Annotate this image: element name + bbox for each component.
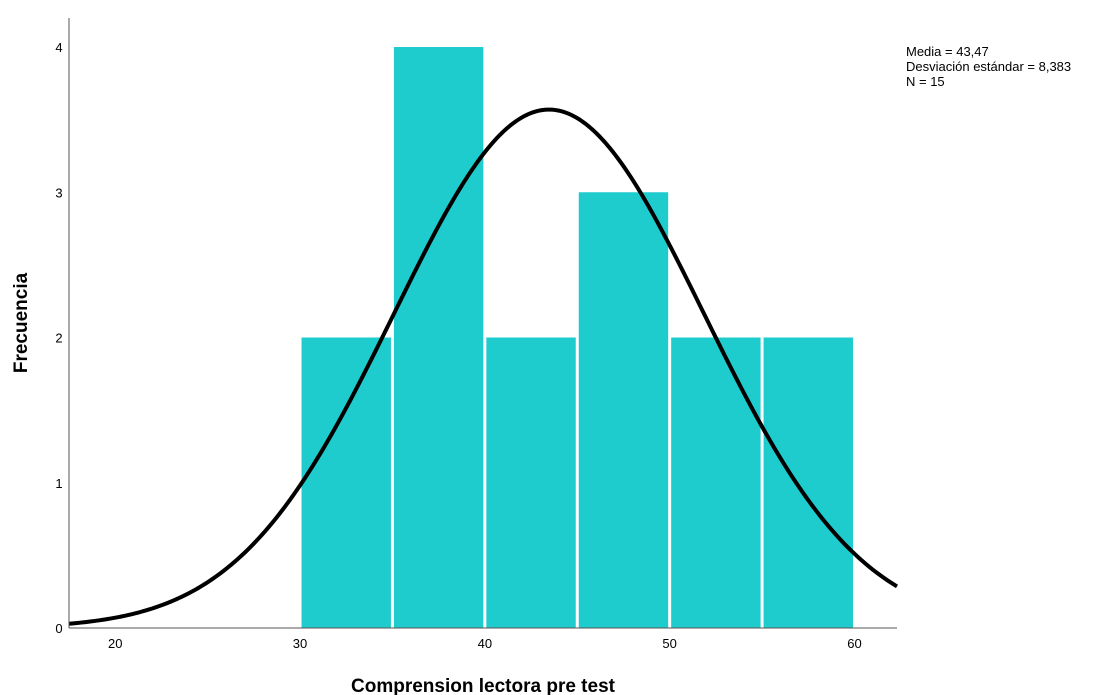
y-tick-label: 3 [55,185,62,200]
stats-box: Media = 43,47 Desviación estándar = 8,38… [906,44,1071,89]
x-tick-label: 30 [293,636,307,651]
x-axis-title: Comprension lectora pre test [351,676,616,695]
histogram-bars [301,47,853,628]
histogram-bar-55-60 [763,337,853,628]
x-tick-label: 40 [478,636,492,651]
y-tick-label: 0 [55,621,62,636]
y-tick-label: 1 [55,476,62,491]
x-tick-labels: 20 30 40 50 60 [108,636,862,651]
x-tick-label: 60 [847,636,861,651]
histogram-bar-50-55 [671,337,761,628]
y-tick-labels: 0 1 2 3 4 [55,40,62,636]
normal-curve [68,107,899,626]
x-tick-label: 50 [662,636,676,651]
stats-n: N = 15 [906,74,945,89]
y-axis-title: Frecuencia [11,272,32,373]
histogram-bar-35-40 [393,47,484,628]
histogram-bar-40-45 [486,337,576,628]
stats-mean: Media = 43,47 [906,44,989,59]
x-tick-label: 20 [108,636,122,651]
y-tick-label: 2 [55,331,62,346]
y-tick-label: 4 [55,40,62,55]
histogram-bar-30-35 [301,337,391,628]
histogram-bar-45-50 [578,192,669,628]
stats-std: Desviación estándar = 8,383 [906,59,1071,74]
